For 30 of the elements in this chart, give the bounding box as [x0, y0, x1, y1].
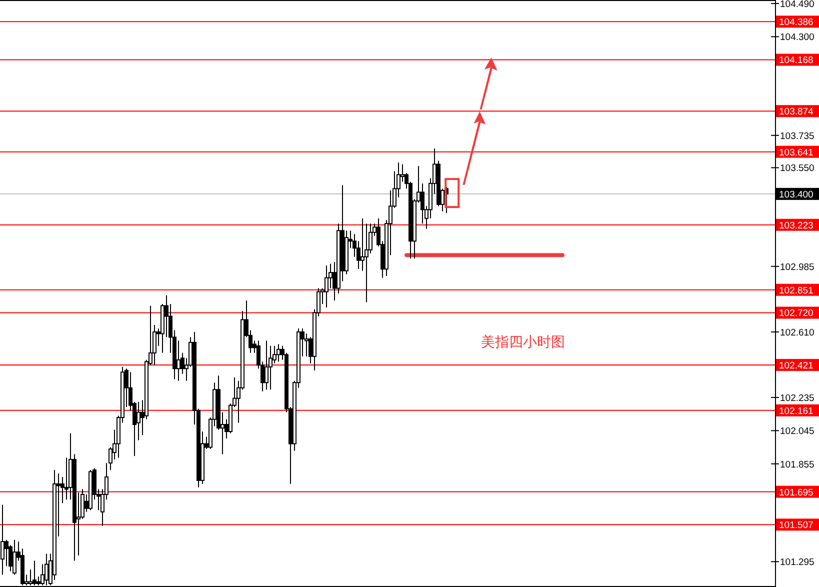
text: 101.855	[780, 459, 814, 470]
ref-line-label: 101.507	[779, 520, 814, 532]
text: 103.550	[780, 163, 814, 174]
ref-line-label: 102.720	[779, 308, 814, 320]
text: 102.985	[780, 262, 814, 273]
ref-line-label: 102.851	[779, 285, 814, 296]
candlestick	[136, 401, 140, 441]
ref-line-label: 103.641	[779, 147, 814, 158]
annotation: 美指四小时图	[481, 334, 566, 350]
text: 104.490	[780, 0, 814, 10]
text: 101.295	[780, 557, 814, 568]
ref-line-label: 102.161	[779, 406, 814, 417]
ref-line-label: 103.874	[779, 106, 814, 118]
text: 102.045	[780, 426, 814, 438]
ref-line-label: 104.386	[779, 17, 814, 28]
candlestick	[12, 539, 16, 576]
candlestick	[324, 265, 328, 308]
text: 102.610	[780, 327, 814, 338]
text: 102.235	[780, 392, 814, 404]
candlestick	[276, 344, 280, 362]
ref-line-label: 102.421	[779, 360, 814, 372]
text: 103.735	[780, 130, 814, 142]
ref-line-label: 104.168	[779, 55, 814, 66]
text: 104.300	[780, 32, 814, 44]
candlestick	[0, 504, 4, 576]
ref-line-label: 101.695	[779, 487, 814, 498]
ref-line-label: 103.400	[779, 189, 814, 200]
candlestick	[176, 340, 180, 382]
candlestick	[264, 340, 268, 390]
ref-line-label: 103.223	[779, 220, 814, 232]
